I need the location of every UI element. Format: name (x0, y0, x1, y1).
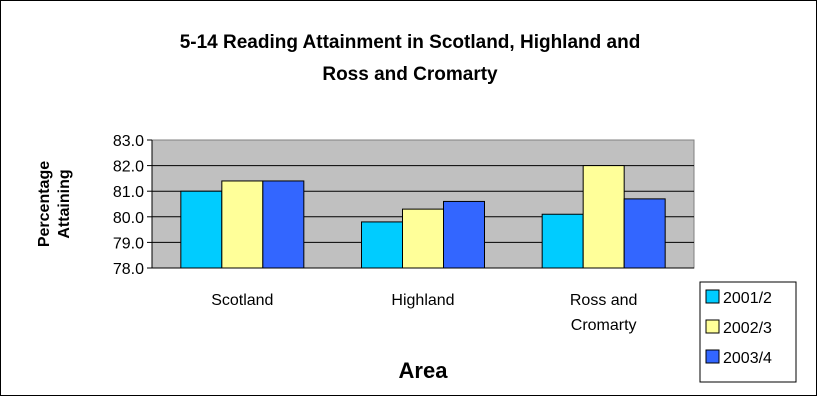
x-tick-label: Highland (391, 292, 454, 309)
legend-label: 2002/3 (723, 320, 772, 337)
y-axis-label-line: Percentage (36, 161, 53, 247)
chart-title-line: Ross and Cromarty (322, 64, 498, 85)
bar (623, 198, 666, 269)
y-axis-label: Percentage Attaining (36, 161, 73, 247)
chart-title-line: 5-14 Reading Attainment in Scotland, Hig… (180, 32, 641, 53)
x-axis-label: Area (399, 358, 449, 383)
bar (402, 208, 444, 269)
y-tick-label: 83.0 (113, 133, 144, 150)
chart-title: 5-14 Reading Attainment in Scotland, Hig… (180, 32, 641, 85)
legend-swatch (705, 319, 720, 334)
bar (361, 221, 403, 269)
y-tick-label: 80.0 (113, 210, 144, 227)
y-tick-label: 78.0 (113, 261, 144, 278)
bar (443, 200, 485, 269)
legend: 2001/2 2002/3 2003/4 (699, 281, 797, 383)
legend-swatch (705, 289, 720, 304)
x-tick-label: Ross and (570, 292, 638, 309)
legend-swatch (705, 349, 720, 364)
legend-label: 2001/2 (723, 290, 772, 307)
x-tick-label: Cromarty (571, 317, 637, 334)
y-tick-label: 82.0 (113, 159, 144, 176)
y-tick-label: 79.0 (113, 235, 144, 252)
bar (262, 180, 305, 269)
bar (582, 165, 625, 269)
plot-area: 78.0 79.0 80.0 81.0 82.0 83.0 Scotland Highland… (113, 133, 695, 334)
bar (221, 180, 264, 269)
bar (180, 190, 223, 269)
bar (541, 213, 584, 269)
y-tick-label: 81.0 (113, 184, 144, 201)
y-axis-label-line: Attaining (56, 169, 73, 238)
x-tick-label: Scotland (211, 292, 273, 309)
legend-label: 2003/4 (723, 350, 772, 367)
